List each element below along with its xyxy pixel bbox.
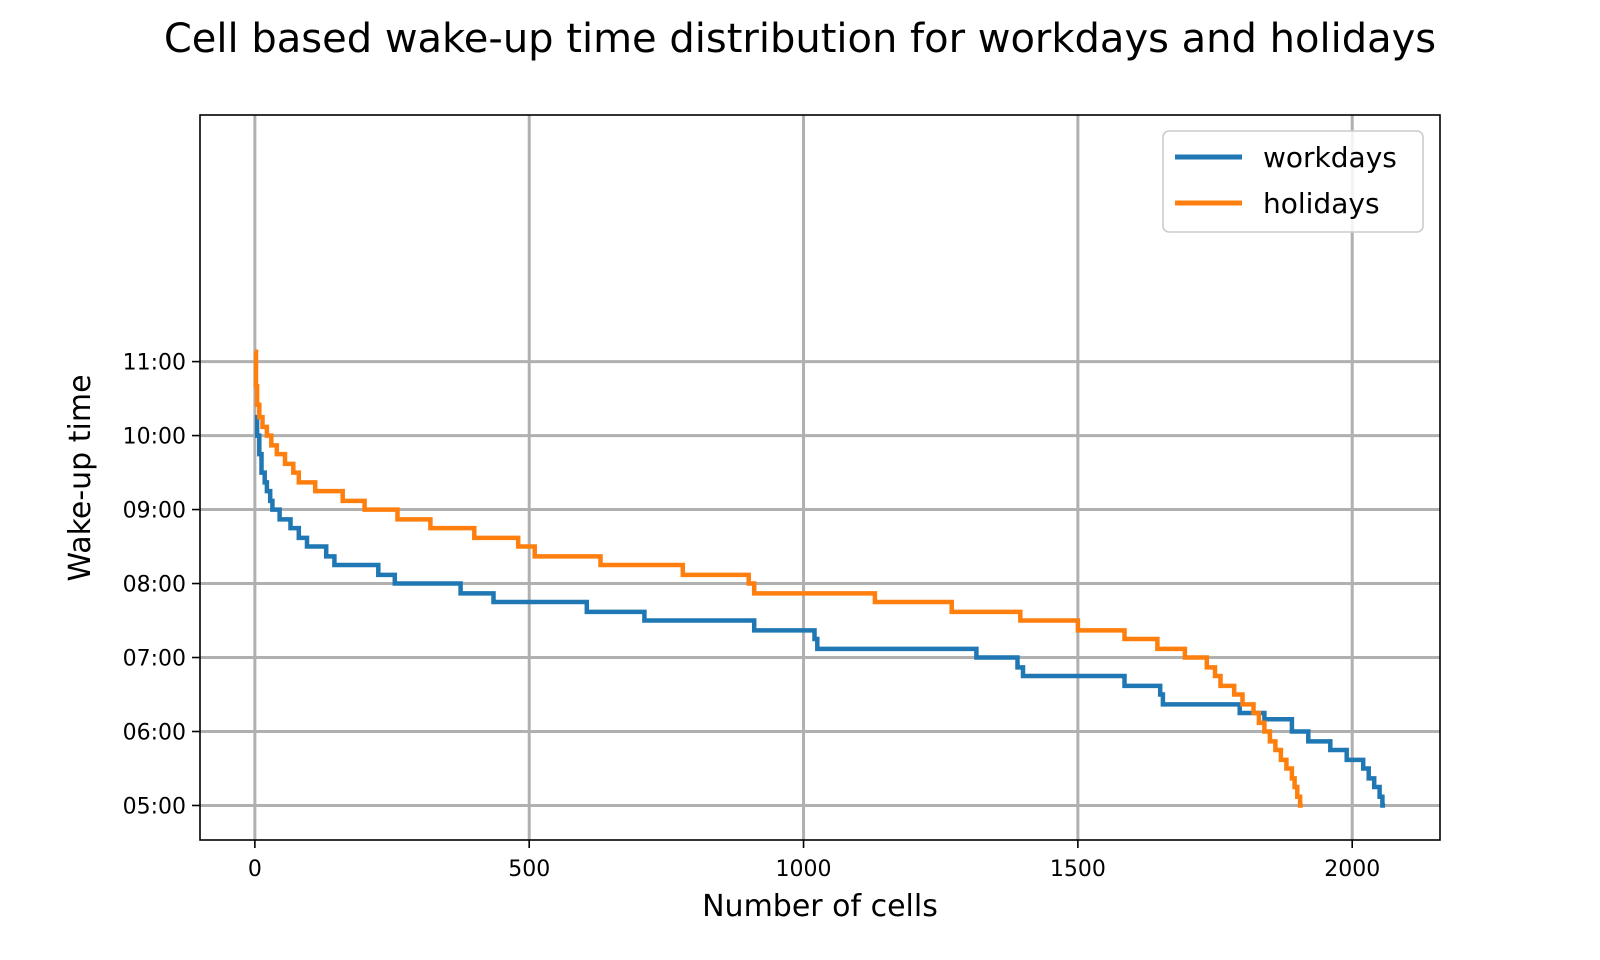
plot-frame xyxy=(199,114,1441,841)
tick-layer: 0 500 1000 1500 2000 05:00 06:00 07:00 08:00 09:0… xyxy=(123,351,1381,882)
legend-label-holidays: holidays xyxy=(1263,187,1380,220)
grid-layer xyxy=(200,115,1440,840)
y-tick-label: 09:00 xyxy=(123,499,186,524)
x-tick-label: 1000 xyxy=(776,857,832,882)
y-tick-label: 11:00 xyxy=(123,351,186,376)
series-layer xyxy=(253,349,1386,808)
x-axis-label: Number of cells xyxy=(702,889,938,924)
legend: workdays holidays xyxy=(1162,130,1424,233)
legend-label-workdays: workdays xyxy=(1263,141,1397,174)
y-tick-label: 07:00 xyxy=(123,647,186,672)
y-axis-label: Wake-up time xyxy=(63,374,98,581)
y-tick-label: 06:00 xyxy=(123,720,186,745)
series-line-workdays xyxy=(254,414,1386,808)
x-tick-label: 1500 xyxy=(1050,857,1106,882)
chart-title: Cell based wake-up time distribution for… xyxy=(164,16,1436,62)
y-tick-label: 08:00 xyxy=(123,573,186,598)
y-tick-label: 10:00 xyxy=(123,425,186,450)
y-tick-label: 05:00 xyxy=(123,794,186,819)
x-tick-label: 0 xyxy=(248,857,262,882)
series-line-holidays xyxy=(253,349,1303,808)
x-tick-label: 500 xyxy=(508,857,550,882)
x-tick-label: 2000 xyxy=(1324,857,1380,882)
